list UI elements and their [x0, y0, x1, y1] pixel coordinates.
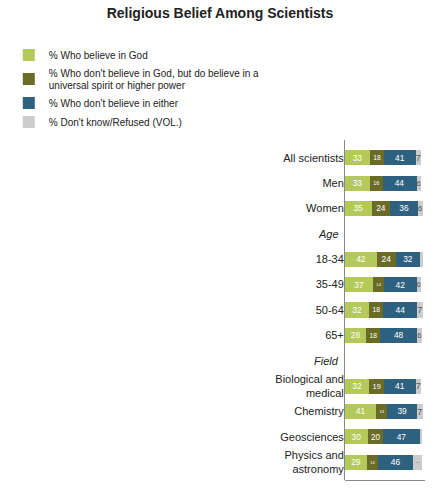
svg-text:35-49: 35-49	[316, 278, 344, 290]
svg-text:Men: Men	[322, 177, 343, 189]
svg-text:7: 7	[417, 305, 422, 315]
svg-text:Biological andmedical: Biological andmedical	[275, 373, 344, 399]
svg-text:Chemistry: Chemistry	[294, 405, 344, 417]
svg-text:19: 19	[372, 382, 380, 391]
svg-text:11: 11	[416, 461, 419, 463]
svg-text:18: 18	[372, 306, 380, 313]
svg-text:Age: Age	[318, 228, 339, 240]
svg-text:32: 32	[403, 254, 413, 264]
svg-text:33: 33	[353, 178, 363, 188]
svg-text:6: 6	[418, 204, 422, 213]
svg-text:44: 44	[395, 178, 405, 188]
svg-text:35: 35	[353, 203, 363, 213]
svg-text:All scientists: All scientists	[283, 152, 344, 164]
svg-text:18-34: 18-34	[316, 253, 344, 265]
svg-text:% Who believe in God: % Who believe in God	[49, 50, 148, 61]
svg-text:20: 20	[371, 433, 381, 442]
svg-text:65+: 65+	[325, 329, 344, 341]
svg-text:30: 30	[352, 432, 362, 442]
svg-text:29: 29	[351, 457, 361, 467]
svg-text:% Who don't believe in either: % Who don't believe in either	[49, 98, 179, 109]
svg-text:18: 18	[369, 332, 377, 339]
svg-text:32: 32	[352, 305, 362, 315]
svg-text:42: 42	[395, 280, 405, 290]
svg-text:24: 24	[376, 203, 386, 213]
svg-text:28: 28	[351, 330, 361, 340]
svg-text:% Don't know/Refused (VOL.): % Don't know/Refused (VOL.)	[49, 117, 182, 128]
svg-text:36: 36	[399, 203, 409, 213]
svg-text:14: 14	[379, 409, 384, 414]
svg-text:16: 16	[373, 180, 379, 186]
svg-text:42: 42	[356, 254, 366, 264]
svg-text:Physics andastronomy: Physics andastronomy	[284, 449, 344, 475]
svg-text:47: 47	[397, 432, 407, 442]
svg-text:44: 44	[395, 305, 405, 315]
svg-text:Field: Field	[314, 355, 339, 367]
svg-text:14: 14	[370, 460, 375, 465]
svg-text:7: 7	[416, 153, 421, 163]
svg-text:% Who don't believe in God, bu: % Who don't believe in God, but do belie…	[49, 68, 259, 92]
svg-text:18: 18	[373, 154, 381, 161]
svg-text:7: 7	[416, 381, 421, 391]
svg-text:33: 33	[353, 153, 363, 163]
svg-text:Religious Belief Among Scienti: Religious Belief Among Scientists	[107, 5, 334, 21]
svg-text:48: 48	[394, 330, 404, 340]
svg-text:6: 6	[417, 179, 421, 188]
svg-text:Women: Women	[306, 202, 344, 214]
svg-text:6: 6	[417, 280, 421, 289]
svg-text:39: 39	[397, 406, 407, 416]
svg-text:41: 41	[356, 406, 366, 416]
svg-text:Geosciences: Geosciences	[280, 431, 344, 443]
svg-text:14: 14	[376, 282, 381, 287]
svg-text:41: 41	[395, 381, 405, 391]
svg-text:41: 41	[395, 153, 405, 163]
svg-text:37: 37	[354, 280, 364, 290]
svg-text:46: 46	[391, 457, 401, 467]
svg-text:32: 32	[352, 381, 362, 391]
svg-text:6: 6	[417, 331, 421, 340]
svg-text:7: 7	[417, 407, 422, 417]
svg-text:50-64: 50-64	[316, 304, 344, 316]
svg-text:24: 24	[382, 254, 392, 264]
